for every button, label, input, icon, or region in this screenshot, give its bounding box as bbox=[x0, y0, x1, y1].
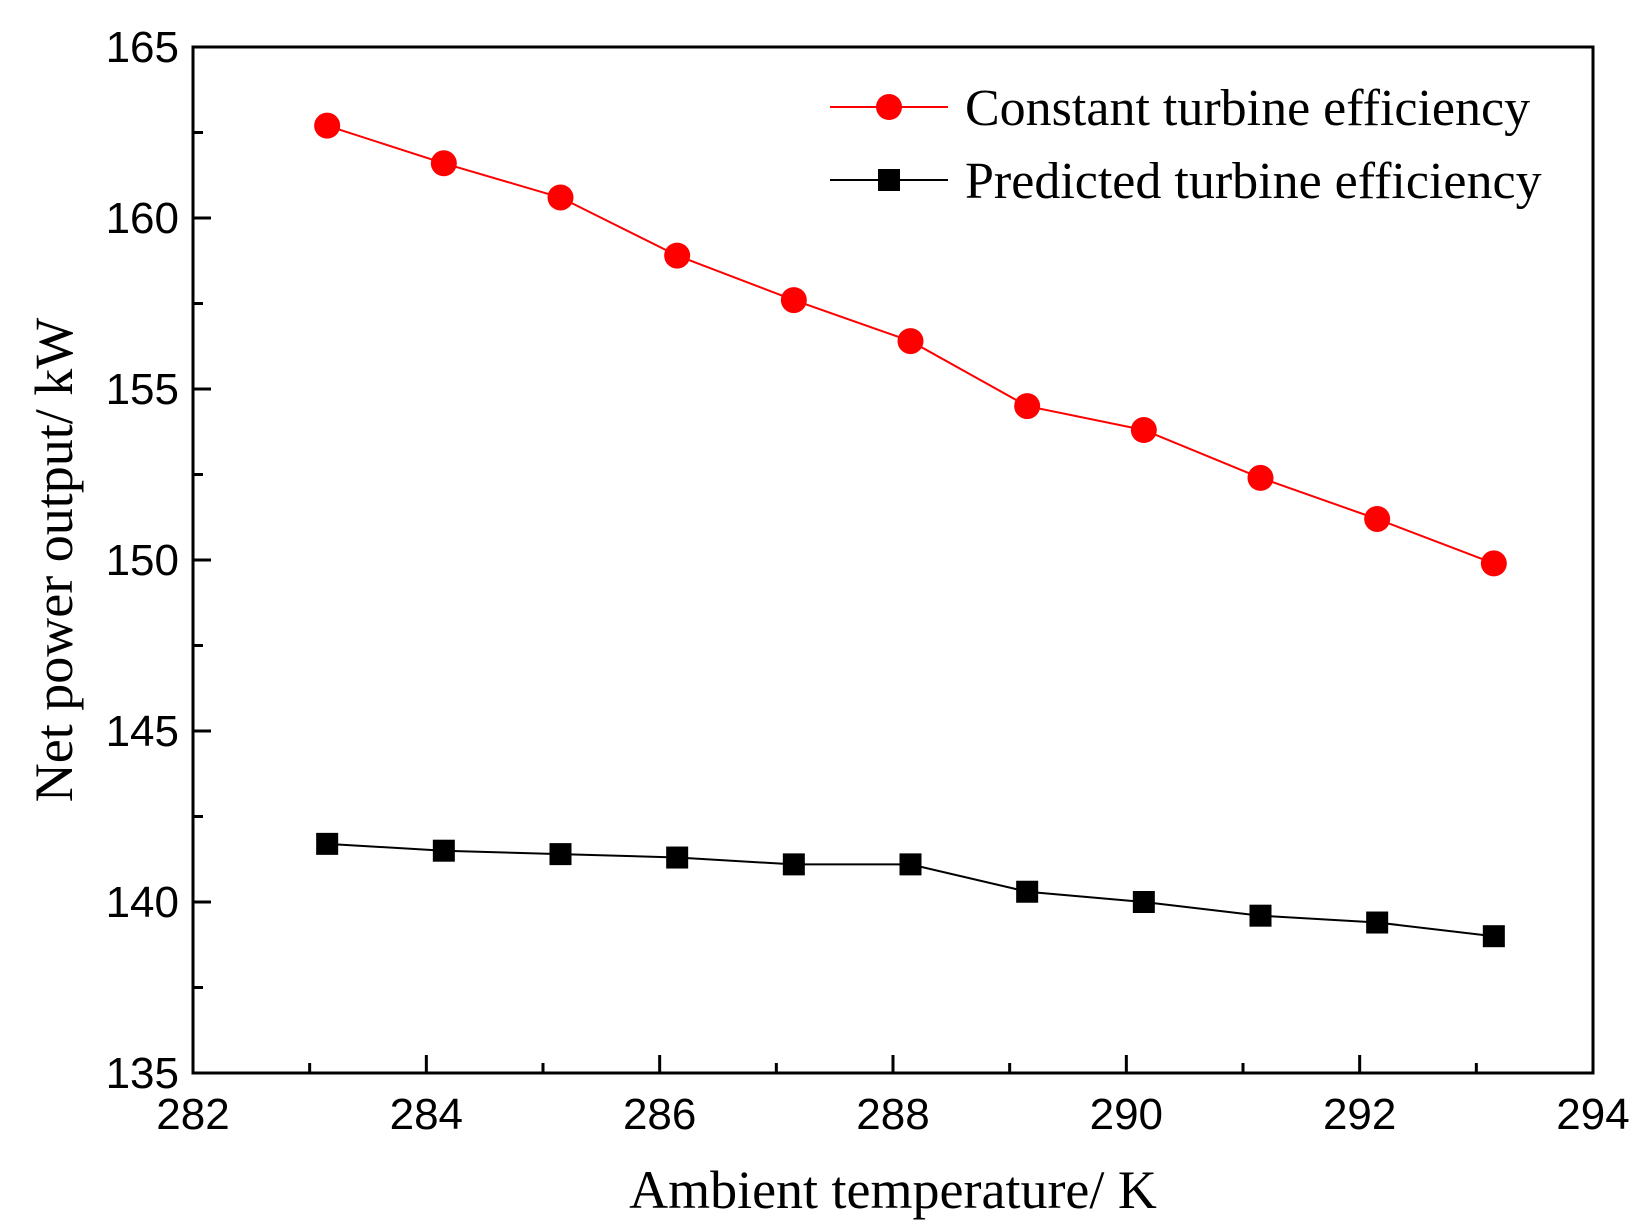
x-tick-label: 284 bbox=[390, 1090, 463, 1139]
data-point bbox=[549, 843, 572, 866]
legend-marker-constant bbox=[876, 94, 902, 120]
axis-ticks: 282 284 286 288 290 292 294 135 140 145 150 155 160 1… bbox=[106, 23, 1630, 1139]
data-point bbox=[1014, 393, 1041, 420]
data-point bbox=[1247, 464, 1274, 491]
data-point bbox=[1480, 550, 1507, 577]
data-point bbox=[1366, 911, 1389, 934]
legend: Constant turbine efficiency Predicted tu… bbox=[830, 80, 1542, 210]
data-point bbox=[430, 150, 457, 177]
y-tick-label: 150 bbox=[106, 536, 179, 585]
data-point bbox=[316, 832, 339, 855]
y-tick-label: 145 bbox=[106, 707, 179, 756]
y-tick-label: 160 bbox=[106, 194, 179, 243]
series-layer bbox=[314, 112, 1507, 948]
data-point bbox=[547, 184, 574, 211]
data-point bbox=[1482, 925, 1505, 948]
legend-label-predicted: Predicted turbine efficiency bbox=[965, 153, 1542, 210]
x-tick-label: 294 bbox=[1556, 1090, 1629, 1139]
data-point bbox=[1249, 904, 1272, 927]
data-point bbox=[780, 287, 807, 314]
data-point bbox=[432, 839, 455, 862]
x-tick-label: 290 bbox=[1090, 1090, 1163, 1139]
data-point bbox=[782, 853, 805, 876]
y-tick-label: 135 bbox=[106, 1049, 179, 1098]
y-tick-label: 140 bbox=[106, 878, 179, 927]
data-point bbox=[1016, 880, 1039, 903]
data-point bbox=[1132, 891, 1155, 913]
data-point bbox=[897, 328, 924, 355]
data-point bbox=[666, 846, 689, 869]
data-point bbox=[664, 242, 691, 269]
x-tick-label: 286 bbox=[623, 1090, 696, 1139]
legend-label-constant: Constant turbine efficiency bbox=[965, 80, 1530, 137]
x-tick-label: 292 bbox=[1323, 1090, 1396, 1139]
y-tick-label: 155 bbox=[106, 365, 179, 414]
legend-marker-predicted bbox=[878, 169, 900, 191]
y-tick-label: 165 bbox=[106, 23, 179, 72]
x-axis-title: Ambient temperature/ K bbox=[629, 1160, 1157, 1220]
data-point bbox=[1364, 505, 1391, 532]
x-tick-label: 288 bbox=[856, 1090, 929, 1139]
x-tick-label: 282 bbox=[156, 1090, 229, 1139]
data-point bbox=[1130, 417, 1157, 444]
data-point bbox=[314, 112, 341, 139]
y-axis-title: Net power output/ kW bbox=[24, 318, 84, 802]
data-point bbox=[899, 853, 922, 876]
